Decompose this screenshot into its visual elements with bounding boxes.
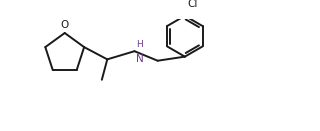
Text: N: N	[136, 54, 144, 64]
Text: O: O	[60, 20, 69, 30]
Text: H: H	[136, 40, 143, 49]
Text: Cl: Cl	[188, 0, 198, 9]
